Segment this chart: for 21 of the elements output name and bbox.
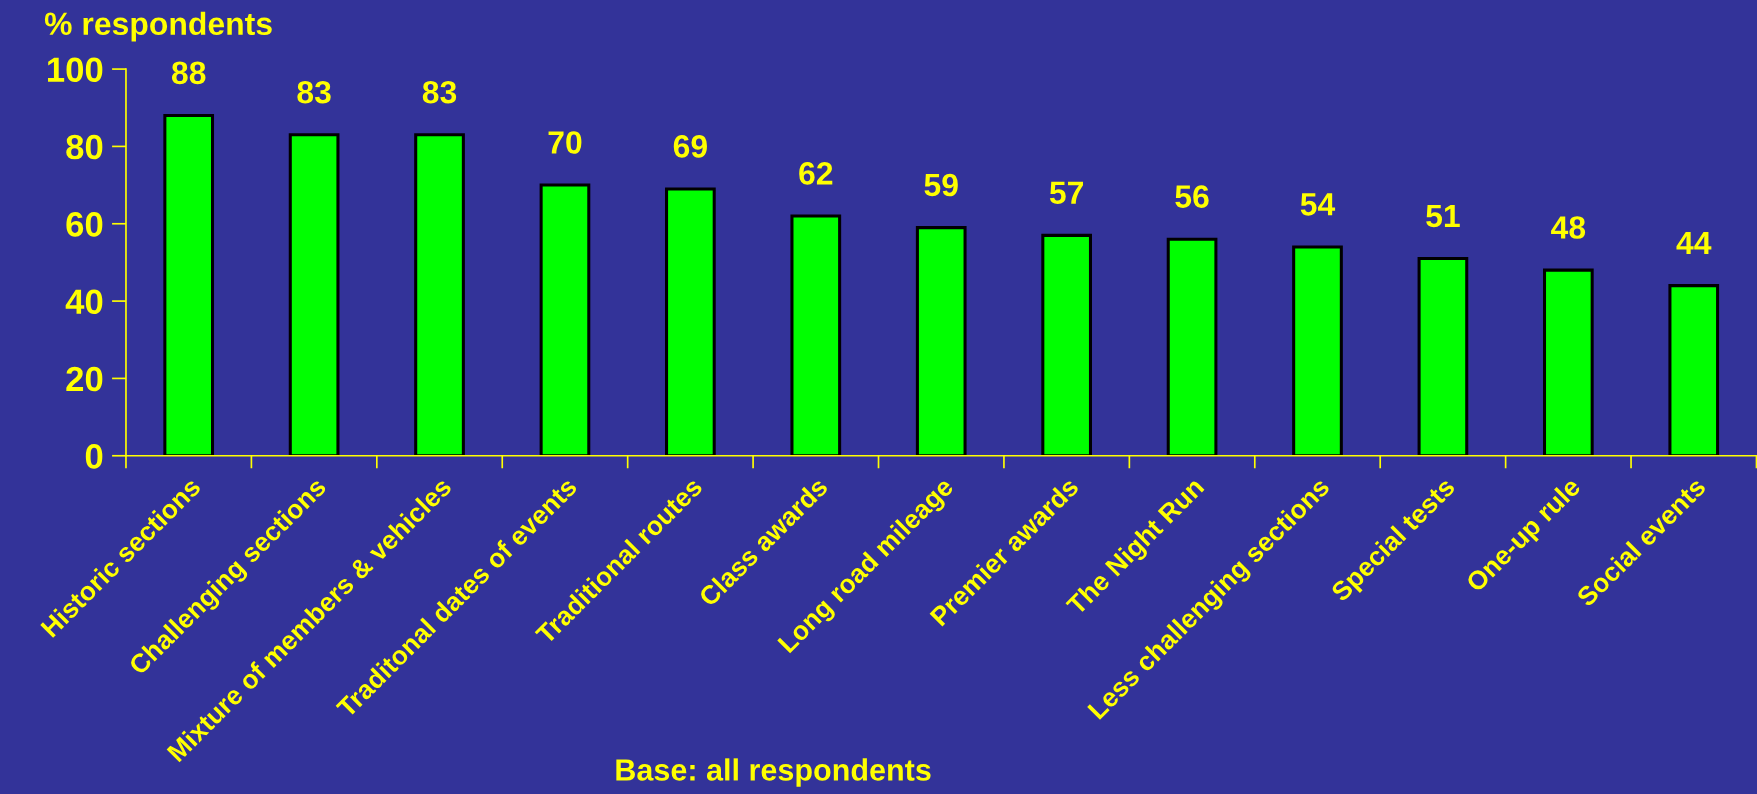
data-label: 69	[673, 135, 707, 158]
data-label: 62	[799, 162, 833, 185]
text: Base: all respondents	[616, 758, 931, 787]
data-label: 44	[1676, 232, 1712, 254]
data-label: 59	[924, 173, 958, 197]
data-label: 51	[1426, 204, 1460, 228]
data-label: 57	[1049, 181, 1084, 205]
y-tick-label: 60	[66, 212, 103, 237]
y-axis-title: % respondents	[44, 11, 272, 42]
y-tick-label: 40	[65, 289, 103, 315]
data-label: 56	[1175, 185, 1209, 208]
y-tick-label: 20	[66, 366, 103, 392]
data-label: 83	[297, 80, 331, 104]
y-tick-label: 80	[66, 134, 103, 160]
y-tick-label: 100	[48, 57, 103, 82]
data-label: 54	[1300, 193, 1336, 216]
data-label: 83	[422, 80, 457, 104]
y-tick-label: 0	[85, 444, 103, 469]
data-label: 88	[171, 61, 206, 85]
data-label: 48	[1551, 216, 1586, 239]
data-label: 70	[548, 131, 582, 154]
